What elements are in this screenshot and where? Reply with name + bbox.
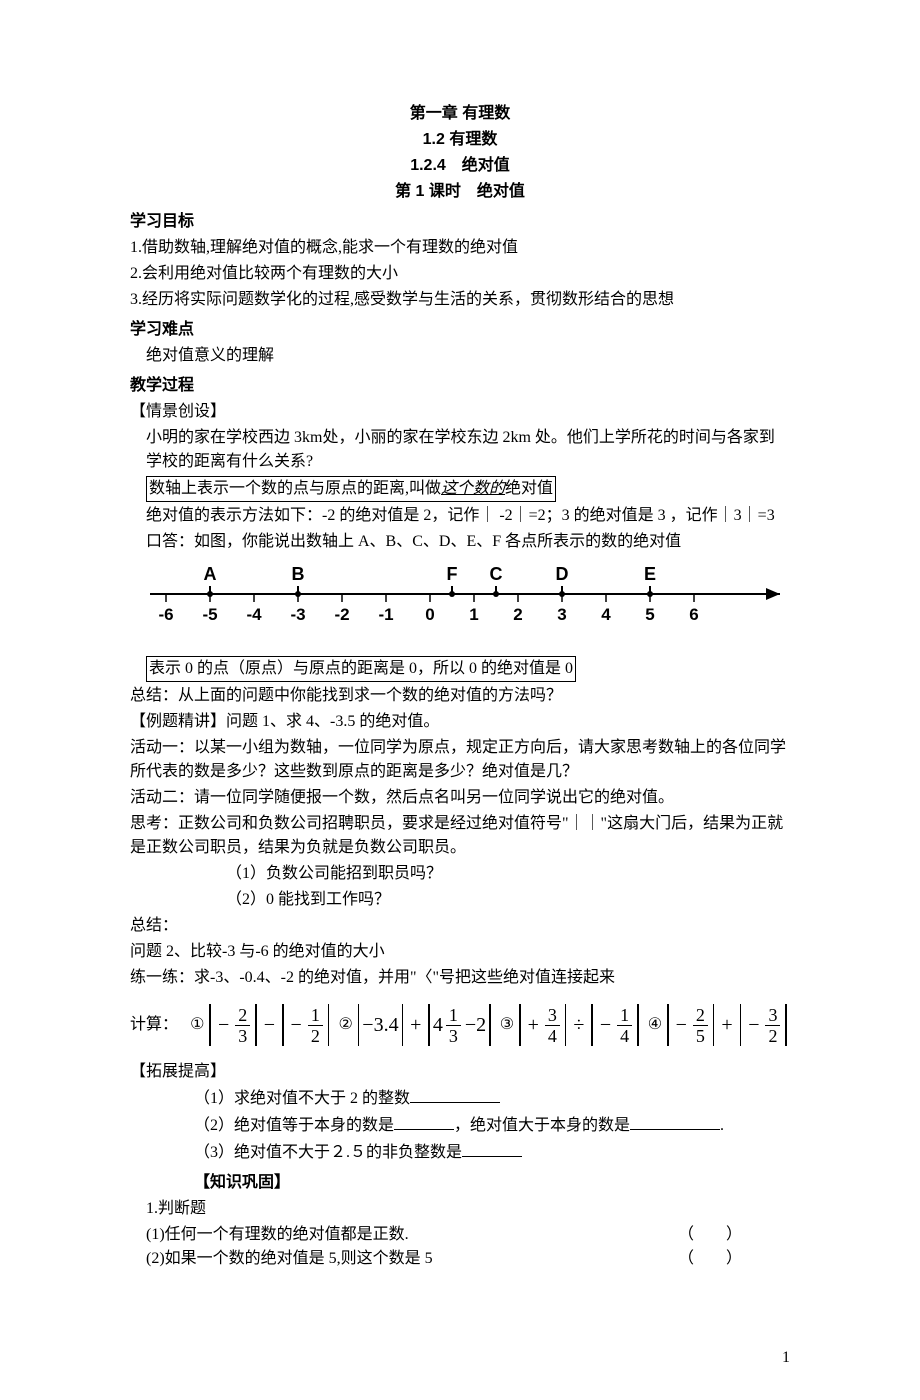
calc-4: ④ −25 + −32: [648, 1004, 790, 1046]
goals-heading: 学习目标: [130, 210, 790, 234]
example-label: 【例题精讲】问题 1、求 4、-3.5 的绝对值。: [130, 710, 790, 734]
lesson-title: 第 1 课时 绝对值: [130, 180, 790, 204]
consolidate-heading: 【知识巩固】: [130, 1171, 790, 1195]
summary-q: 总结：从上面的问题中你能找到求一个数的绝对值的方法吗？: [130, 684, 790, 708]
calc-row: 计算： ① −23 − −12 ② −3.4 + 413 −2 ③ +34 ÷ …: [130, 1004, 790, 1046]
practice: 练一练：求-3、-0.4、-2 的绝对值，并用"〈"号把这些绝对值连接起来: [130, 966, 790, 990]
svg-text:A: A: [204, 564, 217, 584]
think-q1: （1）负数公司能招到职员吗？: [130, 862, 790, 886]
svg-text:0: 0: [425, 605, 434, 624]
scene-p1: 小明的家在学校西边 3km处，小丽的家在学校东边 2km 处。他们上学所花的时间…: [130, 426, 790, 474]
definition-box: 数轴上表示一个数的点与原点的距离,叫做这个数的绝对值: [130, 476, 790, 502]
activity-2: 活动二：请一位同学随便报一个数，然后点名叫另一位同学说出它的绝对值。: [130, 786, 790, 810]
box1-pre: 数轴上表示一个数的点与原点的距离,叫做: [149, 480, 441, 497]
difficulty-text: 绝对值意义的理解: [130, 344, 790, 368]
box1-em: 这个数的: [441, 480, 505, 497]
problem-2: 问题 2、比较-3 与-6 的绝对值的大小: [130, 940, 790, 964]
difficulty-heading: 学习难点: [130, 318, 790, 342]
svg-text:-6: -6: [158, 605, 173, 624]
expand-q2: （2）绝对值等于本身的数是，绝对值大于本身的数是.: [130, 1113, 790, 1138]
box2-text: 表示 0 的点（原点）与原点的距离是 0，所以 0 的绝对值是 0: [146, 656, 576, 682]
expand-heading: 【拓展提高】: [130, 1060, 790, 1084]
process-heading: 教学过程: [130, 374, 790, 398]
svg-text:-5: -5: [202, 605, 217, 624]
chapter-title: 第一章 有理数: [130, 102, 790, 126]
goal-1: 1.借助数轴,理解绝对值的概念,能求一个有理数的绝对值: [130, 236, 790, 260]
goal-3: 3.经历将实际问题数学化的过程,感受数学与生活的关系，贯彻数形结合的思想: [130, 288, 790, 312]
activity-1: 活动一：以某一小组为数轴，一位同学为原点，规定正方向后，请大家思考数轴上的各位同…: [130, 736, 790, 784]
svg-text:1: 1: [469, 605, 478, 624]
calc-1: ① −23 − −12: [190, 1004, 332, 1046]
page-number: 1: [782, 1346, 790, 1370]
number-line: -6 -5 -4 -3 -2 -1 0 1 2 3 4 5 6 A B F C D E: [130, 564, 790, 642]
svg-text:E: E: [644, 564, 656, 584]
expand-q3: （3）绝对值不大于２.５的非负整数是: [130, 1140, 790, 1165]
svg-text:C: C: [490, 564, 503, 584]
abs-rep: 绝对值的表示方法如下：-2 的绝对值是 2，记作｜ -2｜=2；3 的绝对值是 …: [130, 504, 790, 528]
svg-text:-1: -1: [378, 605, 393, 624]
oral-q: 口答：如图，你能说出数轴上 A、B、C、D、E、F 各点所表示的数的绝对值: [130, 530, 790, 554]
box1-post: 绝对值: [505, 480, 553, 497]
svg-text:F: F: [447, 564, 458, 584]
summary2: 总结：: [130, 914, 790, 938]
svg-text:2: 2: [513, 605, 522, 624]
judge-lead: 1.判断题: [130, 1197, 790, 1221]
calc-label: 计算：: [130, 1013, 178, 1037]
svg-text:-4: -4: [246, 605, 262, 624]
svg-text:5: 5: [645, 605, 654, 624]
think: 思考：正数公司和负数公司招聘职员，要求是经过绝对值符号"｜｜"这扇大门后，结果为…: [130, 812, 790, 860]
subsection-title: 1.2.4 绝对值: [130, 154, 790, 178]
judge-q1: (1)任何一个有理数的绝对值都是正数. （）: [130, 1223, 790, 1247]
svg-text:3: 3: [557, 605, 566, 624]
section-title: 1.2 有理数: [130, 128, 790, 152]
svg-text:4: 4: [601, 605, 611, 624]
judge-q2: (2)如果一个数的绝对值是 5,则这个数是 5 （）: [130, 1247, 790, 1271]
expand-q1: （1）求绝对值不大于 2 的整数: [130, 1086, 790, 1111]
svg-text:-2: -2: [334, 605, 349, 624]
scene-label: 【情景创设】: [130, 400, 790, 424]
calc-3: ③ +34 ÷ −14: [500, 1004, 642, 1046]
svg-text:-3: -3: [290, 605, 305, 624]
calc-2: ② −3.4 + 413 −2: [338, 1004, 493, 1046]
svg-text:B: B: [292, 564, 305, 584]
svg-text:D: D: [556, 564, 569, 584]
zero-box: 表示 0 的点（原点）与原点的距离是 0，所以 0 的绝对值是 0: [130, 656, 790, 682]
svg-text:6: 6: [689, 605, 698, 624]
think-q2: （2）0 能找到工作吗？: [130, 888, 790, 912]
goal-2: 2.会利用绝对值比较两个有理数的大小: [130, 262, 790, 286]
